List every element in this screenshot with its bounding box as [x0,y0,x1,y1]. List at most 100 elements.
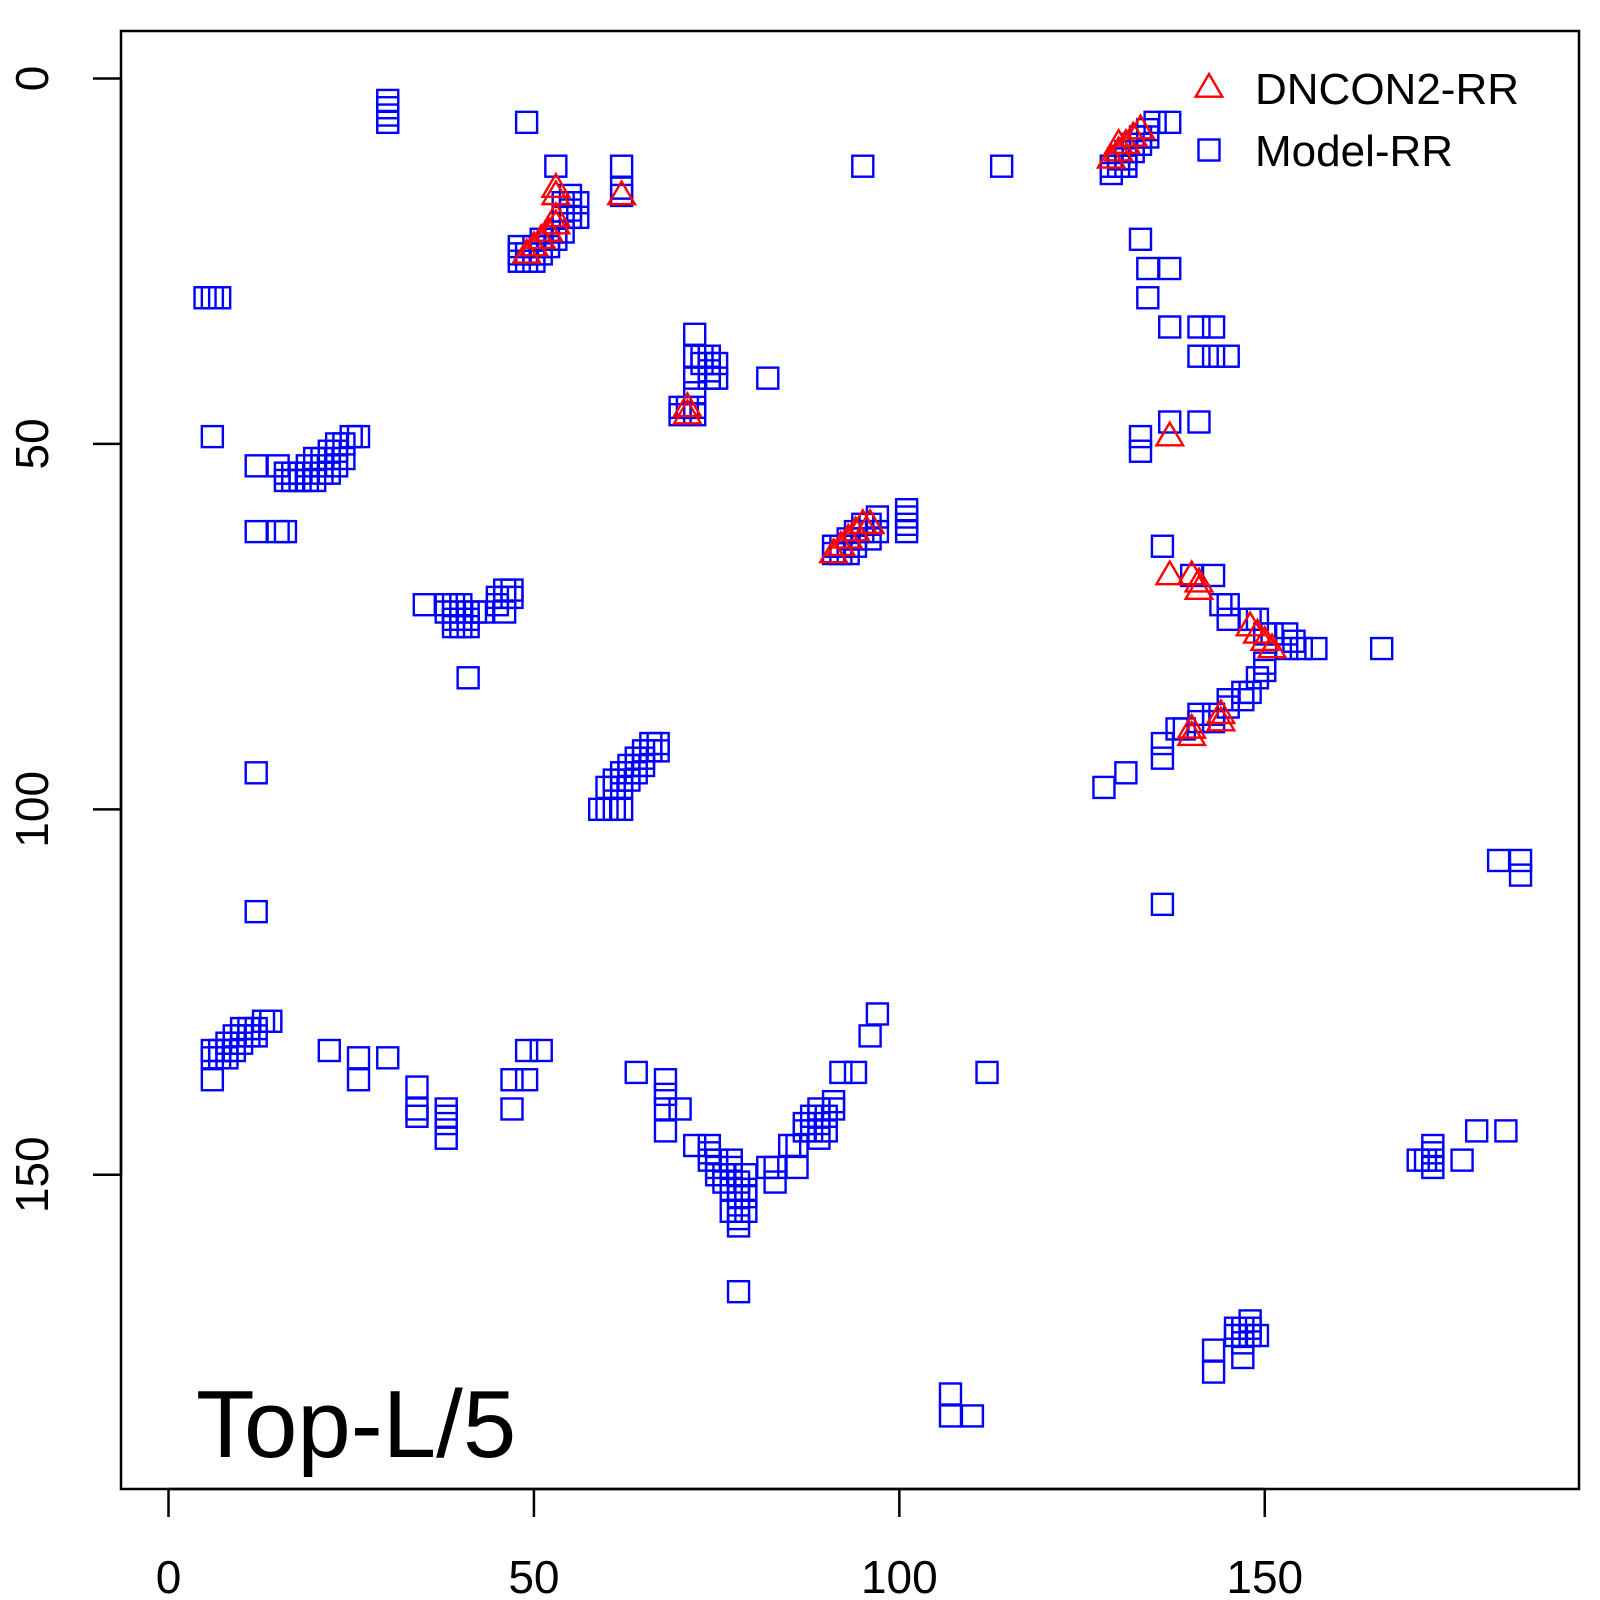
model-rr-point [1150,746,1175,770]
dncon2-rr-point [1234,610,1266,637]
model-rr-point [1092,775,1116,800]
model-rr-point [200,1038,225,1063]
dncon2-rr-point [671,391,703,418]
model-rr-point [697,344,722,368]
model-rr-point [894,505,919,529]
model-rr-point [222,1031,246,1055]
model-rr-point [712,1170,736,1194]
legend-label: Model-RR [1255,127,1453,176]
model-rr-point [449,614,473,639]
model-rr-point [617,761,641,785]
dncon2-rr-point [540,171,572,199]
model-rr-point [719,1148,743,1172]
model-rr-point [259,1009,283,1033]
model-rr-point [653,1097,678,1121]
model-rr-point [1201,344,1226,368]
legend-label: DNCON2-RR [1255,65,1519,114]
model-rr-point [1136,286,1160,310]
model-rr-point [207,286,232,310]
dncon2-rr-point [540,208,572,235]
model-rr-point [617,753,641,778]
model-rr-point [631,739,656,763]
model-rr-point [449,592,473,617]
dncon2-rr-point [606,179,638,206]
model-rr-point [207,1038,232,1063]
model-rr-point [1201,1338,1226,1362]
model-rr-point [1201,1360,1226,1384]
model-rr-point [1508,848,1533,873]
model-rr-point [376,1046,400,1070]
model-rr-point [799,1104,824,1128]
model-rr-point [763,1170,787,1194]
dncon2-rr-point [1256,632,1288,659]
model-rr-point [1158,110,1182,135]
dncon2-rr-point [671,398,703,425]
model-rr-point [317,1038,341,1063]
model-rr-point [624,746,648,770]
series-model-rr [193,88,1533,1428]
model-rr-point [719,1163,743,1187]
model-rr-point [894,512,919,537]
model-rr-point [346,424,371,449]
model-rr-point [244,454,268,478]
dncon2-rr-point [511,237,543,264]
model-rr-point [653,1082,678,1107]
model-rr-point [639,739,663,763]
dncon2-rr-point [1249,624,1281,652]
model-rr-point [492,578,517,602]
model-rr-point [441,600,466,624]
model-rr-point [1274,622,1299,646]
dncon2-rr-point [1205,697,1237,725]
model-rr-point [631,746,656,770]
model-rr-point [1253,658,1277,683]
model-rr-point [1464,1119,1489,1143]
model-rr-point [266,519,290,544]
model-rr-point [778,1133,802,1158]
x-tick-label: 150 [1226,1551,1303,1600]
model-rr-point [376,96,400,120]
model-rr-point [1245,666,1270,690]
model-rr-point [244,519,268,544]
model-rr-point [894,519,919,544]
model-rr-point [405,1097,429,1121]
x-tick-label: 0 [156,1551,182,1600]
model-rr-point [668,1097,692,1121]
model-rr-point [200,286,225,310]
model-rr-point [609,154,634,178]
model-rr-point [785,1155,809,1180]
model-rr-point [229,1016,254,1041]
model-rr-point [697,359,722,383]
model-rr-point [697,1133,722,1158]
model-rr-point [544,154,568,178]
dncon2-rr-point [818,537,849,564]
model-rr-point [229,1031,254,1055]
model-rr-point [215,1038,239,1063]
model-rr-point [317,446,341,471]
model-rr-point [222,1024,246,1048]
model-rr-point [697,1141,722,1165]
model-rr-point [295,454,320,478]
model-rr-point [434,1104,458,1128]
model-rr-point [756,1155,780,1180]
model-rr-point [595,797,619,822]
model-rr-point [500,578,524,602]
dncon2-rr-point [1095,142,1127,169]
model-rr-point [332,446,356,471]
model-rr-point [1413,1148,1438,1172]
model-rr-point [1158,256,1182,281]
model-rr-point [704,366,729,390]
model-rr-point [989,154,1014,178]
model-rr-point [1289,636,1313,661]
model-rr-point [281,461,305,485]
model-rr-point [514,110,539,135]
model-rr-point [1231,680,1255,705]
x-tick-label: 100 [861,1551,938,1600]
model-rr-point [617,768,641,792]
model-rr-point [566,191,590,215]
model-rr-point [807,1104,831,1128]
model-rr-point [807,1126,831,1150]
dncon2-rr-point [1205,705,1237,732]
model-rr-point [302,468,327,493]
model-rr-point [595,775,619,800]
model-rr-point [273,461,298,485]
